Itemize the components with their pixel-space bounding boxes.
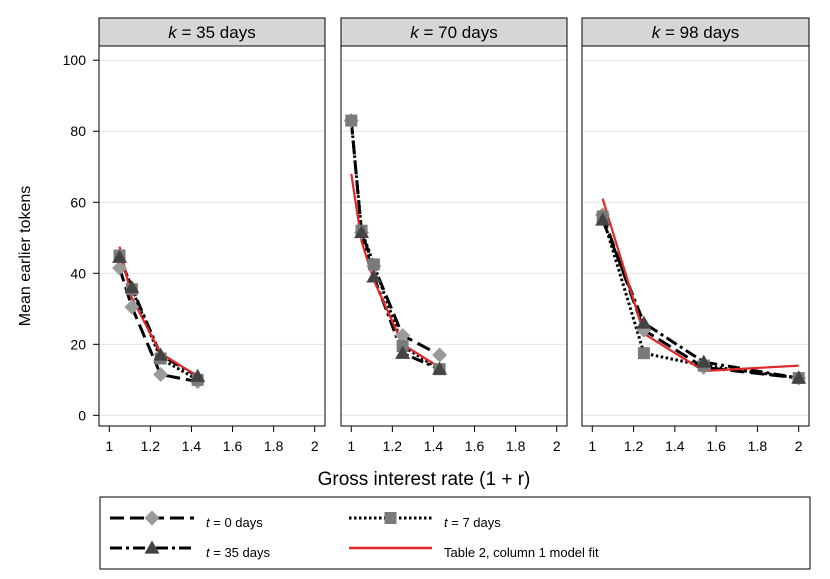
panel-title-var: k	[652, 23, 662, 42]
legend-marker	[144, 540, 160, 554]
panel-header	[581, 17, 810, 47]
panel-title-text: = 70 days	[419, 23, 498, 42]
legend-var: t	[444, 515, 449, 530]
legend-item-t0: t = 0 days	[110, 510, 263, 530]
legend-marker	[384, 512, 397, 524]
x-tick-label: 1.8	[264, 438, 284, 454]
legend-text: = 7 days	[448, 515, 502, 530]
panel-header	[98, 17, 326, 47]
series-line-fit	[118, 246, 199, 378]
data-point-t0	[124, 299, 140, 315]
plot-area	[98, 45, 326, 427]
x-tick-label: 1.6	[223, 438, 243, 454]
data-point-t35	[354, 224, 370, 239]
x-tick-label: 1.2	[624, 438, 644, 454]
data-point-t35	[153, 347, 169, 361]
panels-layer: k = 35 days 1 1.2 1.4 1.6 1.8 2 k = 70 days 1 1.2…	[98, 17, 810, 454]
data-point-t35	[366, 269, 382, 283]
panel-title-var: k	[168, 23, 178, 42]
legend-var: t	[206, 515, 211, 530]
legend-item-fit: Table 2, column 1 model fit	[349, 545, 599, 560]
y-tick-label: 60	[70, 194, 86, 210]
y-axis-label: Mean earlier tokens	[17, 186, 34, 327]
data-point-t35	[124, 279, 140, 294]
x-tick-label: 1.8	[748, 438, 768, 454]
data-point-t35	[696, 354, 712, 368]
y-tick-label: 0	[78, 407, 86, 423]
x-tick-label: 2	[795, 438, 803, 454]
legend-box	[99, 496, 811, 570]
panel-3: k = 98 days 1 1.2 1.4 1.6 1.8 2	[581, 17, 810, 454]
data-point-t35	[595, 212, 611, 226]
x-tick-label: 2	[553, 438, 561, 454]
legend-label: t = 35 days	[206, 545, 270, 560]
legend-marker	[144, 510, 160, 526]
data-point-t35	[190, 368, 206, 382]
legend-var: t	[206, 545, 211, 560]
y-tick-label: 40	[70, 265, 86, 281]
x-tick-label: 2	[311, 438, 319, 454]
y-tick-label: 100	[63, 52, 87, 68]
x-tick-label: 1.4	[424, 438, 444, 454]
x-tick-label: 1.2	[383, 438, 403, 454]
x-tick-label: 1.8	[506, 438, 526, 454]
x-tick-label: 1.4	[665, 438, 685, 454]
panel-title-var: k	[410, 23, 420, 42]
legend-label: t = 0 days	[206, 515, 263, 530]
panel-title: k = 70 days	[410, 23, 497, 42]
x-tick-label: 1.2	[141, 438, 161, 454]
legend-item-t7: t = 7 days	[349, 512, 501, 530]
legend-label: Table 2, column 1 model fit	[444, 545, 599, 560]
legend-text: = 35 days	[210, 545, 271, 560]
legend-item-t35: t = 35 days	[110, 540, 270, 560]
data-point-t0	[112, 260, 128, 276]
x-tick-label: 1	[347, 438, 355, 454]
data-point-t0	[153, 367, 169, 383]
series-line-fit	[601, 198, 799, 373]
x-tick-label: 1	[588, 438, 596, 454]
legend-text: Table 2, column 1 model fit	[444, 545, 599, 560]
panel-title: k = 35 days	[168, 23, 255, 42]
axes-layer: 0 20 40 60 80 100 Mean earlier tokens Gross int…	[17, 52, 530, 490]
y-tick-label: 80	[70, 123, 86, 139]
data-point-t0	[432, 347, 448, 363]
legend-label: t = 7 days	[444, 515, 501, 530]
plot-area	[581, 45, 810, 427]
panel-2: k = 70 days 1 1.2 1.4 1.6 1.8 2	[340, 17, 568, 454]
x-tick-label: 1.4	[182, 438, 202, 454]
y-tick-label: 20	[70, 336, 86, 352]
panel-title: k = 98 days	[652, 23, 739, 42]
series-line-t7	[118, 255, 199, 382]
panel-title-text: = 98 days	[660, 23, 739, 42]
panel-title-text: = 35 days	[177, 23, 256, 42]
x-axis-label: Gross interest rate (1 + r)	[318, 469, 531, 490]
data-point-t35	[112, 249, 128, 263]
x-tick-label: 1.6	[706, 438, 726, 454]
data-point-t7	[637, 347, 650, 360]
data-point-t35	[395, 345, 411, 359]
x-tick-label: 1	[105, 438, 113, 454]
data-point-t7	[367, 258, 380, 271]
x-tick-label: 1.6	[465, 438, 485, 454]
panel-1: k = 35 days 1 1.2 1.4 1.6 1.8 2	[98, 17, 326, 454]
data-point-t35	[791, 370, 807, 384]
data-point-t35	[636, 315, 652, 329]
legend-text: = 0 days	[210, 515, 264, 530]
data-point-t7	[345, 114, 358, 127]
series-line-t0	[118, 267, 198, 384]
plot-area	[340, 45, 568, 427]
data-point-t0	[395, 327, 411, 343]
series-line-t7	[601, 216, 799, 380]
series-line-t35	[601, 219, 799, 380]
data-point-t35	[432, 361, 448, 375]
